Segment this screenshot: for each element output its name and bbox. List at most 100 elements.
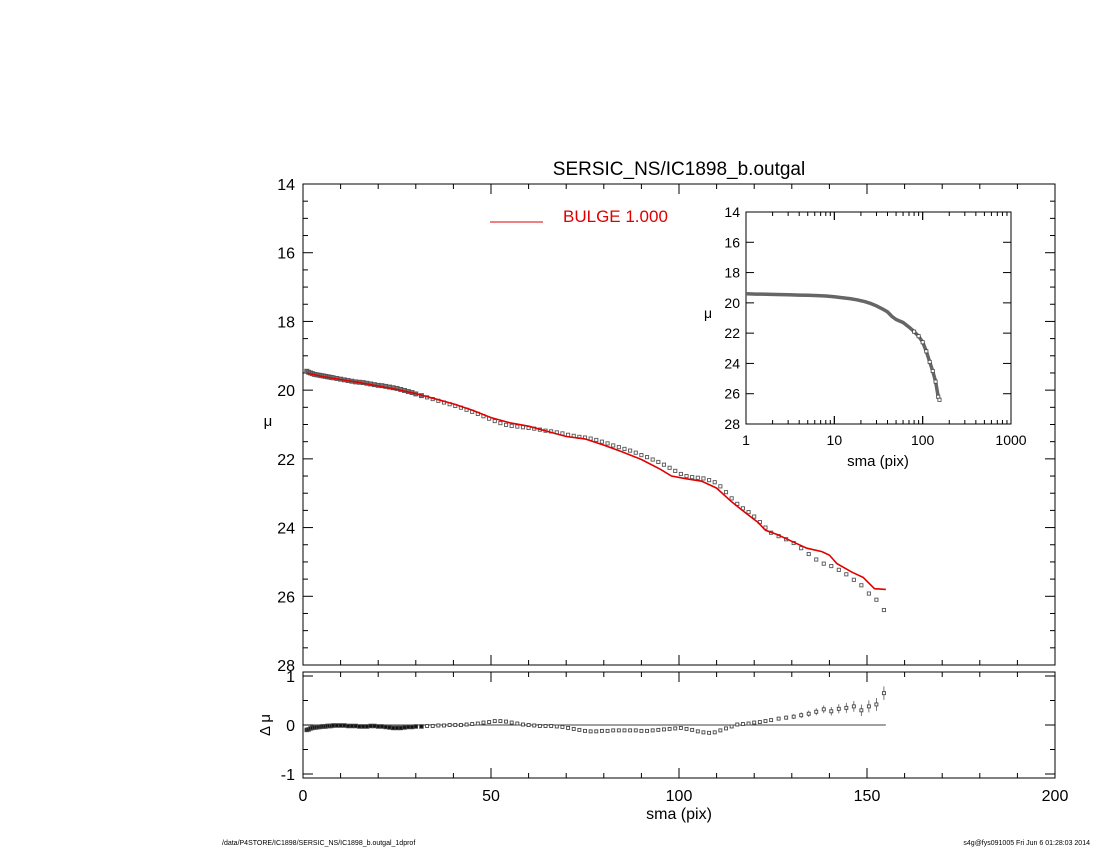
residual-point xyxy=(633,728,638,733)
inset-ytick-label: 28 xyxy=(724,416,740,432)
residual-point xyxy=(330,723,336,728)
inset-xtick-label: 1000 xyxy=(995,432,1026,448)
residual-xtick-label: 0 xyxy=(299,788,308,805)
main-ytick-label: 26 xyxy=(277,589,295,606)
residual-point xyxy=(628,728,633,733)
residual-point xyxy=(470,722,475,726)
residual-point xyxy=(353,723,358,729)
residual-point xyxy=(430,724,435,728)
data-point xyxy=(678,471,683,477)
residual-point xyxy=(549,724,554,728)
residual-point xyxy=(757,720,762,725)
residual-point xyxy=(718,728,723,733)
residual-point xyxy=(492,719,497,724)
residual-point xyxy=(368,723,373,729)
residual-point xyxy=(784,715,789,720)
data-point xyxy=(622,446,627,451)
residual-point xyxy=(345,723,351,729)
residual-point xyxy=(394,725,400,731)
main-ylabel: μ xyxy=(264,413,273,430)
residual-point xyxy=(746,721,751,726)
data-point xyxy=(639,453,644,458)
data-point xyxy=(616,445,621,450)
residual-point xyxy=(577,727,582,732)
data-point xyxy=(814,557,819,562)
bulge-model-line xyxy=(306,372,886,591)
residual-point xyxy=(406,724,411,730)
residual-xlabel: sma (pix) xyxy=(646,806,712,823)
inset-ytick-label: 14 xyxy=(724,204,740,220)
inset-ytick-label: 16 xyxy=(724,234,740,250)
residual-point xyxy=(622,728,627,733)
inset-point xyxy=(930,368,935,373)
data-point xyxy=(851,577,856,582)
data-point xyxy=(605,441,610,446)
residual-point xyxy=(656,727,661,732)
residual-point xyxy=(859,708,864,713)
inset-xtick-label: 10 xyxy=(827,432,843,448)
residual-point xyxy=(364,724,370,729)
residual-point xyxy=(413,724,419,729)
footer-right: s4g@fys091005 Fri Jun 6 01:28:03 2014 xyxy=(963,840,1090,847)
residual-point xyxy=(498,719,503,724)
residual-point xyxy=(650,728,655,733)
residual-point xyxy=(342,723,347,728)
residual-point xyxy=(667,726,672,731)
main-ytick-label: 22 xyxy=(277,452,295,469)
residual-point xyxy=(866,704,871,709)
data-point xyxy=(503,422,509,427)
residual-point xyxy=(836,706,841,711)
residual-point xyxy=(537,724,542,728)
residual-point xyxy=(821,707,826,712)
residual-point xyxy=(387,725,392,730)
residual-point xyxy=(616,728,621,733)
footer-left: /data/P4STORE/IC1898/SERSIC_NS/IC1898_b.… xyxy=(222,840,416,847)
data-point xyxy=(806,551,811,557)
data-point xyxy=(695,475,700,480)
main-ytick-label: 20 xyxy=(277,383,295,400)
residual-point xyxy=(487,720,492,725)
residual-point xyxy=(662,727,666,732)
inset-panel: 14 16 18 20 22 24 26 281 10 100 1000 μ sma (pix) xyxy=(704,204,1027,470)
residual-point xyxy=(390,725,396,731)
data-point xyxy=(599,439,604,444)
residual-point xyxy=(360,724,366,729)
inset-background xyxy=(746,212,1011,424)
residual-point xyxy=(588,729,593,734)
inset-xlabel: sma (pix) xyxy=(847,453,909,470)
residual-point xyxy=(481,720,486,725)
inset-point xyxy=(916,334,921,339)
residual-ytick-label: 0 xyxy=(286,718,295,735)
residual-point xyxy=(695,729,700,734)
inset-ytick-label: 26 xyxy=(724,386,740,402)
residual-point xyxy=(560,725,565,729)
residual-point xyxy=(639,728,644,733)
residual-point xyxy=(814,709,819,714)
residual-point xyxy=(673,726,678,731)
residual-point xyxy=(829,709,834,714)
data-point xyxy=(723,490,729,495)
inset-ytick-label: 18 xyxy=(724,265,740,281)
residual-point xyxy=(729,724,734,729)
residual-point xyxy=(379,724,385,729)
residual-point xyxy=(712,730,717,735)
data-point xyxy=(707,478,712,483)
data-point xyxy=(661,462,667,467)
data-point xyxy=(594,437,599,443)
residual-point xyxy=(645,728,649,733)
residual-ylabel: Δ μ xyxy=(257,714,274,736)
residual-point xyxy=(776,716,781,721)
data-point xyxy=(656,459,661,464)
inset-point xyxy=(937,397,942,402)
residual-point xyxy=(724,726,728,731)
data-point xyxy=(673,468,678,473)
main-ytick-label: 28 xyxy=(277,658,295,675)
residual-point xyxy=(554,724,559,729)
residual-point xyxy=(447,723,452,727)
residual-point xyxy=(509,720,514,725)
residual-point xyxy=(475,721,480,726)
inset-ytick-label: 20 xyxy=(724,295,740,311)
data-point xyxy=(628,448,633,453)
residual-point xyxy=(383,724,388,730)
